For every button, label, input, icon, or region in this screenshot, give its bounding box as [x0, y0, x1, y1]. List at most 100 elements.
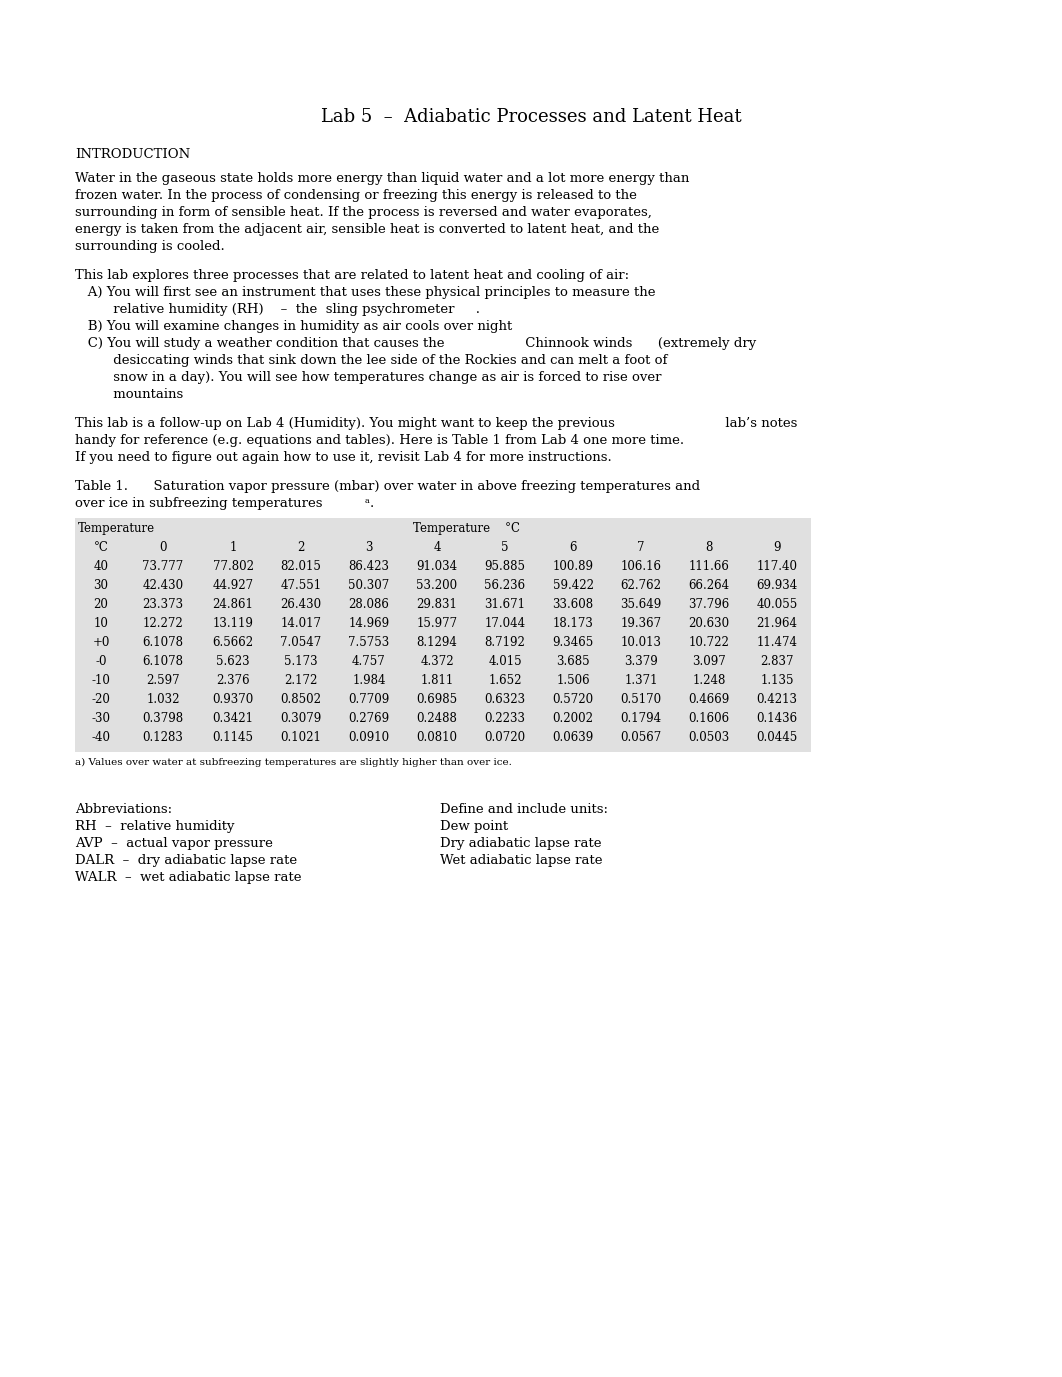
Bar: [75, 518, 811, 752]
Text: 1.652: 1.652: [489, 673, 521, 687]
Text: 28.086: 28.086: [348, 598, 390, 611]
Text: relative humidity (RH)    –  the  sling psychrometer     .: relative humidity (RH) – the sling psych…: [75, 303, 480, 315]
Text: 2.837: 2.837: [760, 655, 793, 668]
Text: energy is taken from the adjacent air, sensible heat is converted to latent heat: energy is taken from the adjacent air, s…: [75, 223, 660, 235]
Text: 73.777: 73.777: [142, 560, 184, 573]
Text: This lab explores three processes that are related to latent heat and cooling of: This lab explores three processes that a…: [75, 269, 629, 282]
Text: 4.757: 4.757: [353, 655, 386, 668]
Text: Temperature    °C: Temperature °C: [413, 522, 520, 536]
Text: a) Values over water at subfreezing temperatures are slightly higher than over i: a) Values over water at subfreezing temp…: [75, 757, 512, 767]
Text: 35.649: 35.649: [620, 598, 662, 611]
Text: 31.671: 31.671: [484, 598, 526, 611]
Text: 23.373: 23.373: [142, 598, 184, 611]
Text: 10: 10: [93, 617, 108, 631]
Text: 0: 0: [159, 541, 167, 554]
Text: 6.1078: 6.1078: [142, 655, 184, 668]
Text: 0.3079: 0.3079: [280, 712, 322, 726]
Text: 21.964: 21.964: [756, 617, 798, 631]
Text: 14.969: 14.969: [348, 617, 390, 631]
Text: -30: -30: [91, 712, 110, 726]
Text: 66.264: 66.264: [688, 578, 730, 592]
Text: 17.044: 17.044: [484, 617, 526, 631]
Text: 1: 1: [229, 541, 237, 554]
Text: 0.3798: 0.3798: [142, 712, 184, 726]
Text: 1.371: 1.371: [624, 673, 657, 687]
Text: Wet adiabatic lapse rate: Wet adiabatic lapse rate: [440, 854, 602, 868]
Text: 1.248: 1.248: [692, 673, 725, 687]
Text: 47.551: 47.551: [280, 578, 322, 592]
Text: 5: 5: [501, 541, 509, 554]
Text: 29.831: 29.831: [416, 598, 458, 611]
Text: If you need to figure out again how to use it, revisit Lab 4 for more instructio: If you need to figure out again how to u…: [75, 452, 612, 464]
Text: B) You will examine changes in humidity as air cools over night: B) You will examine changes in humidity …: [75, 319, 512, 333]
Text: This lab is a follow-up on Lab 4 (Humidity). You might want to keep the previous: This lab is a follow-up on Lab 4 (Humidi…: [75, 417, 798, 430]
Text: 2.376: 2.376: [217, 673, 250, 687]
Text: 0.4213: 0.4213: [756, 693, 798, 706]
Text: 0.0503: 0.0503: [688, 731, 730, 744]
Text: 0.6985: 0.6985: [416, 693, 458, 706]
Text: -20: -20: [91, 693, 110, 706]
Text: 4: 4: [433, 541, 441, 554]
Text: over ice in subfreezing temperatures          ᵃ.: over ice in subfreezing temperatures ᵃ.: [75, 497, 374, 509]
Text: 20: 20: [93, 598, 108, 611]
Text: 44.927: 44.927: [212, 578, 254, 592]
Text: 82.015: 82.015: [280, 560, 322, 573]
Text: 86.423: 86.423: [348, 560, 390, 573]
Text: 6.5662: 6.5662: [212, 636, 254, 649]
Text: 69.934: 69.934: [756, 578, 798, 592]
Text: 53.200: 53.200: [416, 578, 458, 592]
Text: 7.5753: 7.5753: [348, 636, 390, 649]
Text: 106.16: 106.16: [620, 560, 662, 573]
Text: 4.372: 4.372: [421, 655, 453, 668]
Text: 0.0720: 0.0720: [484, 731, 526, 744]
Text: 0.1436: 0.1436: [756, 712, 798, 726]
Text: 0.1021: 0.1021: [280, 731, 322, 744]
Text: 42.430: 42.430: [142, 578, 184, 592]
Text: surrounding is cooled.: surrounding is cooled.: [75, 240, 225, 253]
Text: 95.885: 95.885: [484, 560, 526, 573]
Text: 1.811: 1.811: [421, 673, 453, 687]
Text: 9.3465: 9.3465: [552, 636, 594, 649]
Text: 0.0445: 0.0445: [756, 731, 798, 744]
Text: 1.506: 1.506: [556, 673, 589, 687]
Text: 6: 6: [569, 541, 577, 554]
Text: 117.40: 117.40: [756, 560, 798, 573]
Text: 1.135: 1.135: [760, 673, 793, 687]
Text: Abbreviations:: Abbreviations:: [75, 803, 172, 817]
Text: 0.6323: 0.6323: [484, 693, 526, 706]
Text: 5.623: 5.623: [217, 655, 250, 668]
Text: 0.1794: 0.1794: [620, 712, 662, 726]
Text: -10: -10: [91, 673, 110, 687]
Text: 26.430: 26.430: [280, 598, 322, 611]
Text: INTRODUCTION: INTRODUCTION: [75, 147, 190, 161]
Text: 111.66: 111.66: [688, 560, 730, 573]
Text: 7: 7: [637, 541, 645, 554]
Text: 0.0910: 0.0910: [348, 731, 390, 744]
Text: Define and include units:: Define and include units:: [440, 803, 609, 817]
Text: A) You will first see an instrument that uses these physical principles to measu: A) You will first see an instrument that…: [75, 286, 655, 299]
Text: surrounding in form of sensible heat. If the process is reversed and water evapo: surrounding in form of sensible heat. If…: [75, 207, 652, 219]
Text: 0.1145: 0.1145: [212, 731, 254, 744]
Text: 14.017: 14.017: [280, 617, 322, 631]
Text: 0.0639: 0.0639: [552, 731, 594, 744]
Text: snow in a day). You will see how temperatures change as air is forced to rise ov: snow in a day). You will see how tempera…: [75, 370, 662, 384]
Text: 1.032: 1.032: [147, 693, 179, 706]
Text: °C: °C: [93, 541, 108, 554]
Text: 40.055: 40.055: [756, 598, 798, 611]
Text: 0.0567: 0.0567: [620, 731, 662, 744]
Text: 62.762: 62.762: [620, 578, 662, 592]
Text: C) You will study a weather condition that causes the                   Chinnook: C) You will study a weather condition th…: [75, 337, 756, 350]
Text: -40: -40: [91, 731, 110, 744]
Text: 3: 3: [365, 541, 373, 554]
Text: 6.1078: 6.1078: [142, 636, 184, 649]
Text: 8.1294: 8.1294: [416, 636, 458, 649]
Text: AVP  –  actual vapor pressure: AVP – actual vapor pressure: [75, 837, 273, 850]
Text: 0.1606: 0.1606: [688, 712, 730, 726]
Text: 33.608: 33.608: [552, 598, 594, 611]
Text: 10.013: 10.013: [620, 636, 662, 649]
Text: 9: 9: [773, 541, 781, 554]
Text: RH  –  relative humidity: RH – relative humidity: [75, 819, 235, 833]
Text: 12.272: 12.272: [142, 617, 184, 631]
Text: 0.2488: 0.2488: [416, 712, 458, 726]
Text: 0.5720: 0.5720: [552, 693, 594, 706]
